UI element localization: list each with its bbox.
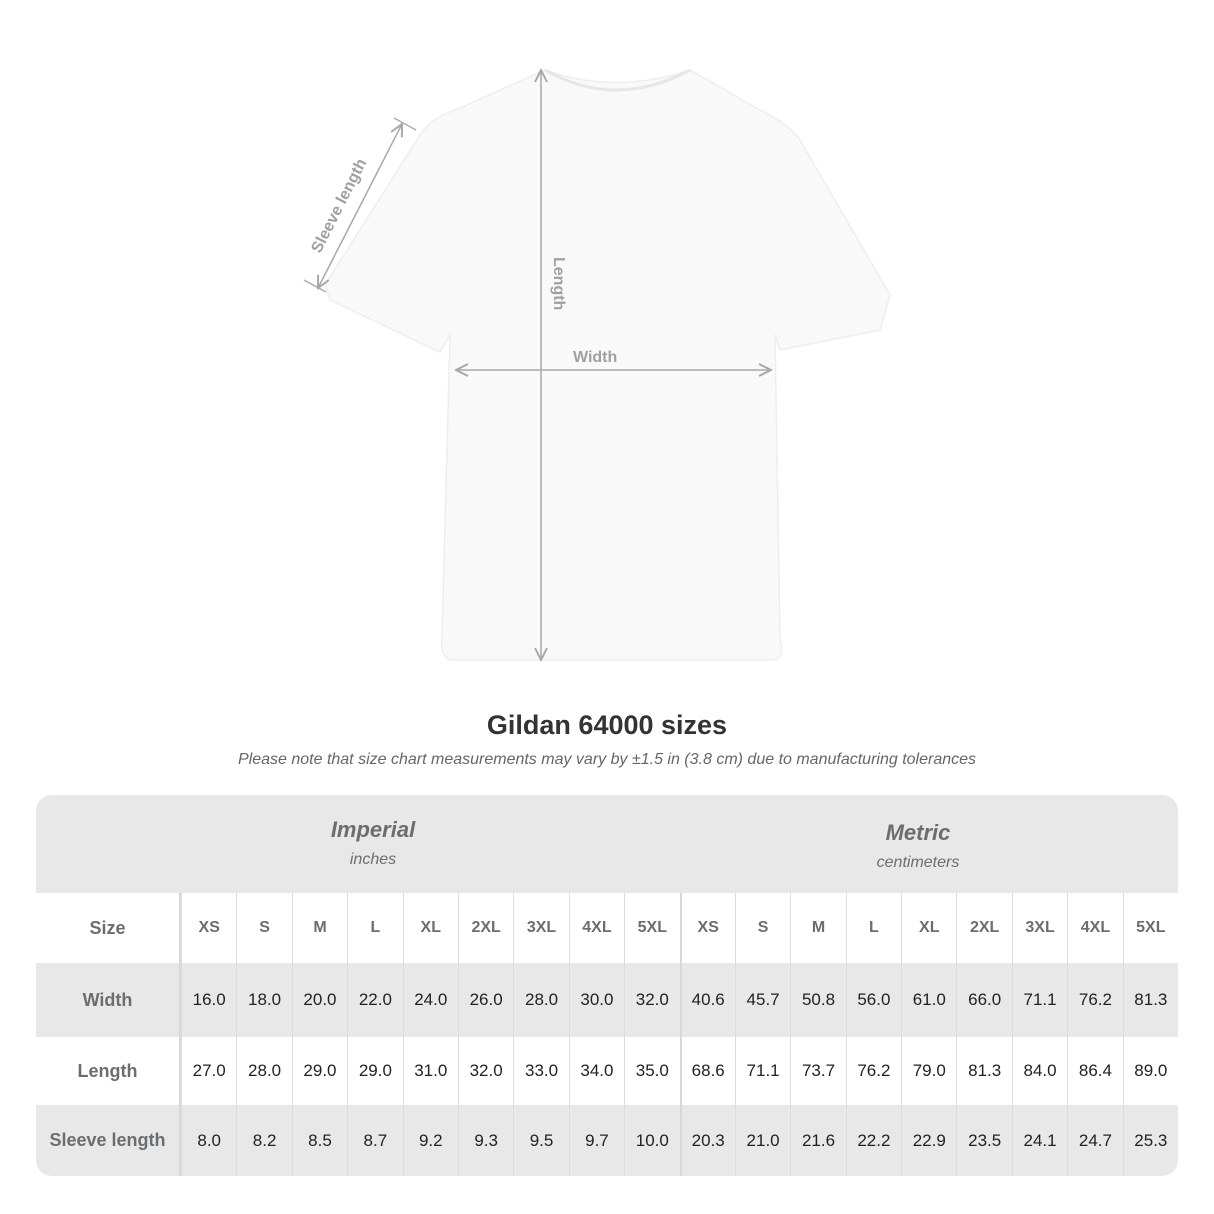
metric-value-cell: 89.0 bbox=[1122, 1037, 1178, 1105]
imperial-value-cell: 20.0 bbox=[291, 963, 347, 1037]
table-row: Length 27.0 28.0 29.0 29.0 31.0 32.0 33.0 34.0 35… bbox=[36, 1037, 1178, 1105]
metric-value-cell: 73.7 bbox=[790, 1037, 845, 1105]
metric-value-cell: 24.7 bbox=[1067, 1105, 1122, 1176]
imperial-value-cell: 33.0 bbox=[513, 1037, 568, 1105]
imperial-value-cell: 28.0 bbox=[236, 1037, 291, 1105]
metric-unit: centimeters bbox=[876, 854, 960, 871]
metric-size-header: 2XL bbox=[956, 893, 1011, 963]
table-row: Sleeve length 8.0 8.2 8.5 8.7 9.2 9.3 9.5 9.7 10.… bbox=[36, 1105, 1178, 1176]
metric-size-header: 3XL bbox=[1011, 893, 1067, 963]
metric-size-header: S bbox=[734, 893, 790, 963]
imperial-value-cell: 30.0 bbox=[568, 963, 624, 1037]
metric-value-cell: 66.0 bbox=[956, 963, 1011, 1037]
metric-header: Metric centimeters bbox=[768, 820, 1068, 872]
metric-value-cell: 45.7 bbox=[734, 963, 790, 1037]
imperial-value-cell: 31.0 bbox=[402, 1037, 458, 1105]
metric-value-cell: 21.0 bbox=[734, 1105, 790, 1176]
metric-value-cell: 61.0 bbox=[901, 963, 956, 1037]
imperial-value-cell: 24.0 bbox=[402, 963, 458, 1037]
unit-header-band bbox=[36, 795, 1178, 893]
metric-value-cell: 21.6 bbox=[790, 1105, 845, 1176]
metric-title: Metric bbox=[885, 820, 951, 845]
tolerance-note: Please note that size chart measurements… bbox=[237, 751, 977, 768]
metric-value-cell: 86.4 bbox=[1067, 1037, 1122, 1105]
imperial-value-cell: 8.5 bbox=[291, 1105, 347, 1176]
row-label: Size bbox=[36, 893, 181, 963]
imperial-size-header: 3XL bbox=[513, 893, 568, 963]
row-label: Sleeve length bbox=[36, 1105, 181, 1176]
metric-size-header: XS bbox=[679, 893, 735, 963]
imperial-size-header: S bbox=[236, 893, 291, 963]
imperial-value-cell: 26.0 bbox=[457, 963, 513, 1037]
metric-value-cell: 40.6 bbox=[679, 963, 735, 1037]
imperial-value-cell: 27.0 bbox=[181, 1037, 236, 1105]
metric-value-cell: 50.8 bbox=[790, 963, 845, 1037]
imperial-value-cell: 8.7 bbox=[347, 1105, 402, 1176]
size-header-row: Size XS S M L XL 2XL 3XL 4XL 5XL XS S M L XL 2XL 3XL 4XL 5… bbox=[36, 893, 1178, 963]
imperial-value-cell: 18.0 bbox=[236, 963, 291, 1037]
metric-value-cell: 81.3 bbox=[1122, 963, 1178, 1037]
imperial-value-cell: 8.0 bbox=[181, 1105, 236, 1176]
metric-value-cell: 81.3 bbox=[956, 1037, 1011, 1105]
imperial-title: Imperial bbox=[330, 817, 416, 842]
metric-value-cell: 79.0 bbox=[901, 1037, 956, 1105]
metric-value-cell: 84.0 bbox=[1011, 1037, 1067, 1105]
imperial-value-cell: 16.0 bbox=[181, 963, 236, 1037]
imperial-value-cell: 34.0 bbox=[568, 1037, 624, 1105]
metric-value-cell: 76.2 bbox=[845, 1037, 901, 1105]
imperial-value-cell: 32.0 bbox=[457, 1037, 513, 1105]
metric-size-header: XL bbox=[901, 893, 956, 963]
length-label: Length bbox=[550, 257, 567, 310]
imperial-unit: inches bbox=[349, 851, 397, 868]
imperial-value-cell: 28.0 bbox=[513, 963, 568, 1037]
row-label: Length bbox=[36, 1037, 181, 1105]
metric-size-header: L bbox=[845, 893, 901, 963]
imperial-value-cell: 9.7 bbox=[568, 1105, 624, 1176]
metric-value-cell: 25.3 bbox=[1122, 1105, 1178, 1176]
imperial-value-cell: 9.5 bbox=[513, 1105, 568, 1176]
row-label: Width bbox=[36, 963, 181, 1037]
imperial-value-cell: 29.0 bbox=[291, 1037, 347, 1105]
imperial-value-cell: 9.2 bbox=[402, 1105, 458, 1176]
imperial-value-cell: 10.0 bbox=[624, 1105, 679, 1176]
metric-value-cell: 22.9 bbox=[901, 1105, 956, 1176]
metric-value-cell: 56.0 bbox=[845, 963, 901, 1037]
metric-value-cell: 23.5 bbox=[956, 1105, 1011, 1176]
metric-value-cell: 71.1 bbox=[1011, 963, 1067, 1037]
imperial-value-cell: 29.0 bbox=[347, 1037, 402, 1105]
metric-value-cell: 24.1 bbox=[1011, 1105, 1067, 1176]
imperial-value-cell: 22.0 bbox=[347, 963, 402, 1037]
metric-value-cell: 76.2 bbox=[1067, 963, 1122, 1037]
imperial-value-cell: 35.0 bbox=[624, 1037, 679, 1105]
size-table: Imperial inches Metric centimeters Size X… bbox=[36, 795, 1178, 1176]
metric-value-cell: 68.6 bbox=[679, 1037, 735, 1105]
imperial-size-header: 4XL bbox=[568, 893, 624, 963]
imperial-header: Imperial inches bbox=[223, 817, 523, 869]
imperial-size-header: XL bbox=[402, 893, 458, 963]
metric-size-header: 5XL bbox=[1122, 893, 1178, 963]
table-row: Width 16.0 18.0 20.0 22.0 24.0 26.0 28.0 30.0 32.… bbox=[36, 963, 1178, 1037]
metric-value-cell: 71.1 bbox=[734, 1037, 790, 1105]
tshirt-diagram: Sleeve length Length Width bbox=[303, 0, 891, 700]
metric-size-header: 4XL bbox=[1067, 893, 1122, 963]
sleeve-arrow bbox=[318, 124, 402, 288]
metric-value-cell: 22.2 bbox=[845, 1105, 901, 1176]
imperial-size-header: 2XL bbox=[457, 893, 513, 963]
imperial-size-header: XS bbox=[181, 893, 236, 963]
imperial-value-cell: 32.0 bbox=[624, 963, 679, 1037]
imperial-size-header: M bbox=[291, 893, 347, 963]
width-label: Width bbox=[573, 349, 617, 366]
metric-value-cell: 20.3 bbox=[679, 1105, 735, 1176]
imperial-size-header: L bbox=[347, 893, 402, 963]
page-title: Gildan 64000 sizes bbox=[486, 710, 728, 740]
imperial-value-cell: 8.2 bbox=[236, 1105, 291, 1176]
imperial-value-cell: 9.3 bbox=[457, 1105, 513, 1176]
metric-size-header: M bbox=[790, 893, 845, 963]
imperial-size-header: 5XL bbox=[624, 893, 679, 963]
